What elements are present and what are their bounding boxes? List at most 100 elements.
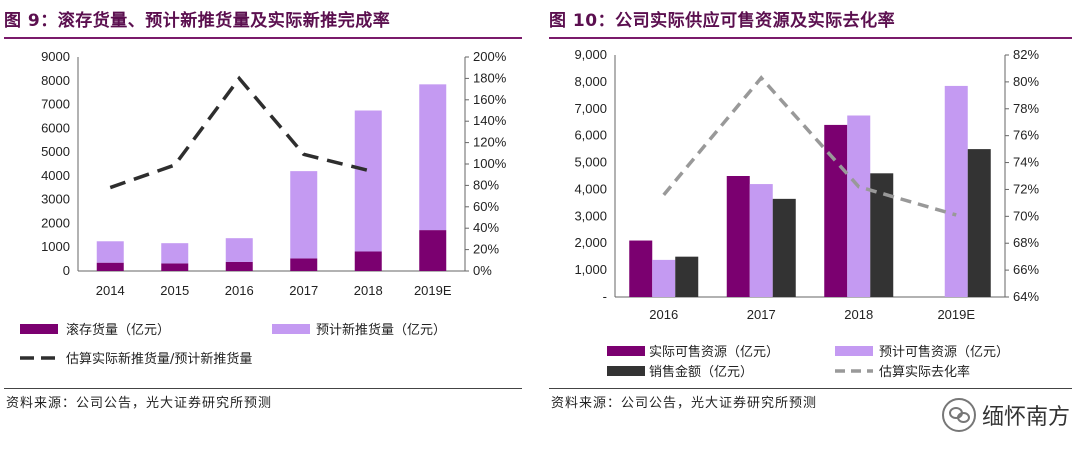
bar-sales xyxy=(967,149,991,297)
x-tick-label: 2016 xyxy=(649,307,678,322)
bar-actual xyxy=(824,124,848,298)
legend-label-ratio: 估算实际新推货量/预计新推货量 xyxy=(66,351,252,367)
y-tick-label: 5,000 xyxy=(574,155,607,170)
watermark: 缅怀南方 xyxy=(941,398,1070,432)
y-tick-label: 8000 xyxy=(41,73,70,88)
figure-10-bottom-rule xyxy=(549,388,1072,389)
y2-tick-label: 64% xyxy=(1013,289,1039,304)
x-tick-label: 2018 xyxy=(844,307,873,322)
y2-tick-label: 120% xyxy=(473,135,507,150)
figure-9-top-rule xyxy=(4,37,522,39)
legend-label-actual: 实际可售资源（亿元） xyxy=(649,344,779,360)
y-tick-label: 9,000 xyxy=(574,47,607,62)
figure-10-panel: 图 10：公司实际供应可售资源及实际去化率 - 1,000 2,000 3,000 4,… xyxy=(545,0,1080,466)
bar-stock xyxy=(290,258,318,271)
figure-9-source: 资料来源：公司公告，光大证券研究所预测 xyxy=(6,396,273,411)
y-tick-label: 1000 xyxy=(41,239,70,254)
legend-swatch-sales xyxy=(607,366,645,376)
figure-10-top-rule xyxy=(549,37,1072,39)
legend-label-planned: 预计可售资源（亿元） xyxy=(879,344,1009,360)
y-tick-label: 8,000 xyxy=(574,74,607,89)
y-tick-label: 2000 xyxy=(41,215,70,230)
bar-actual xyxy=(629,240,653,297)
figure-9-title: 图 9：滚存货量、预计新推货量及实际新推完成率 xyxy=(4,11,391,31)
legend-swatch-planned xyxy=(835,346,873,356)
line-ratio xyxy=(109,75,369,190)
y-tick-label: 4000 xyxy=(41,168,70,183)
x-tick-label: 2014 xyxy=(96,283,125,298)
bar-planned xyxy=(749,184,773,297)
y-tick-label: 2,000 xyxy=(574,235,607,250)
bar-stock xyxy=(161,263,189,271)
bar-stock xyxy=(225,261,253,271)
bar-new xyxy=(225,238,253,262)
bar-new xyxy=(96,241,124,263)
bar-sales xyxy=(772,198,796,297)
y2-tick-label: 0% xyxy=(473,263,492,278)
bar-stock xyxy=(96,262,124,271)
y2-tick-label: 140% xyxy=(473,113,507,128)
y-tick-label: 6000 xyxy=(41,120,70,135)
line-rate xyxy=(662,75,957,217)
wechat-icon xyxy=(941,398,976,432)
y-tick-label: 7,000 xyxy=(574,101,607,116)
figure-10-source: 资料来源：公司公告，光大证券研究所预测 xyxy=(551,396,818,411)
figure-9-bottom-rule xyxy=(4,388,522,389)
bar-stock xyxy=(354,251,382,271)
y-tick-label: 1,000 xyxy=(574,262,607,277)
y2-tick-label: 78% xyxy=(1013,101,1039,116)
y2-tick-label: 160% xyxy=(473,92,507,107)
y2-tick-label: 76% xyxy=(1013,128,1039,143)
bar-actual xyxy=(726,176,750,297)
figure-9-chart: 0 1000 2000 3000 4000 5000 6000 7000 8000 9000 0% 2… xyxy=(20,49,507,367)
y-tick-label: 0 xyxy=(63,263,70,278)
y2-tick-label: 40% xyxy=(473,220,499,235)
x-tick-label: 2017 xyxy=(747,307,776,322)
bar-planned xyxy=(847,115,871,297)
legend-label-new: 预计新推货量（亿元） xyxy=(316,322,446,338)
x-tick-label: 2015 xyxy=(160,283,189,298)
bar-new xyxy=(354,110,382,252)
bar-sales xyxy=(870,173,894,297)
legend-label-stock: 滚存货量（亿元） xyxy=(66,322,170,338)
bar-new xyxy=(290,171,318,259)
y2-tick-label: 20% xyxy=(473,242,499,257)
watermark-text: 缅怀南方 xyxy=(981,405,1070,430)
legend-label-sales: 销售金额（亿元） xyxy=(649,364,753,380)
y2-tick-label: 100% xyxy=(473,156,507,171)
y2-tick-label: 200% xyxy=(473,49,507,64)
x-tick-label: 2019E xyxy=(937,307,975,322)
y2-tick-label: 180% xyxy=(473,70,507,85)
y-tick-label: 3000 xyxy=(41,192,70,207)
figure-9-panel: 图 9：滚存货量、预计新推货量及实际新推完成率 0 1000 2000 3000 400… xyxy=(0,0,530,466)
y2-tick-label: 68% xyxy=(1013,235,1039,250)
figure-10-chart: - 1,000 2,000 3,000 4,000 5,000 6,000 7,000 8,00… xyxy=(574,47,1039,380)
legend-label-rate: 估算实际去化率 xyxy=(879,364,970,380)
figure-10-title: 图 10：公司实际供应可售资源及实际去化率 xyxy=(549,11,896,31)
y2-tick-label: 60% xyxy=(473,199,499,214)
bar-planned xyxy=(652,259,676,297)
legend-swatch-stock xyxy=(20,324,58,334)
y2-tick-label: 82% xyxy=(1013,47,1039,62)
x-tick-label: 2016 xyxy=(225,283,254,298)
y2-tick-label: 72% xyxy=(1013,181,1039,196)
x-tick-label: 2017 xyxy=(289,283,318,298)
x-tick-label: 2018 xyxy=(354,283,383,298)
y-tick-label: 6,000 xyxy=(574,128,607,143)
y-tick-label: 3,000 xyxy=(574,208,607,223)
bar-stock xyxy=(419,230,447,271)
y-tick-label: 4,000 xyxy=(574,181,607,196)
bar-new xyxy=(419,84,447,231)
y2-tick-label: 80% xyxy=(473,177,499,192)
x-tick-label: 2019E xyxy=(414,283,452,298)
y-tick-label: 9000 xyxy=(41,49,70,64)
bar-sales xyxy=(675,256,699,297)
y2-tick-label: 70% xyxy=(1013,208,1039,223)
legend-swatch-new xyxy=(272,324,310,334)
y2-tick-label: 74% xyxy=(1013,155,1039,170)
y-tick-label: 7000 xyxy=(41,97,70,112)
y-tick-label: 5000 xyxy=(41,144,70,159)
y2-tick-label: 66% xyxy=(1013,262,1039,277)
bar-planned xyxy=(944,85,968,297)
bar-new xyxy=(161,243,189,264)
